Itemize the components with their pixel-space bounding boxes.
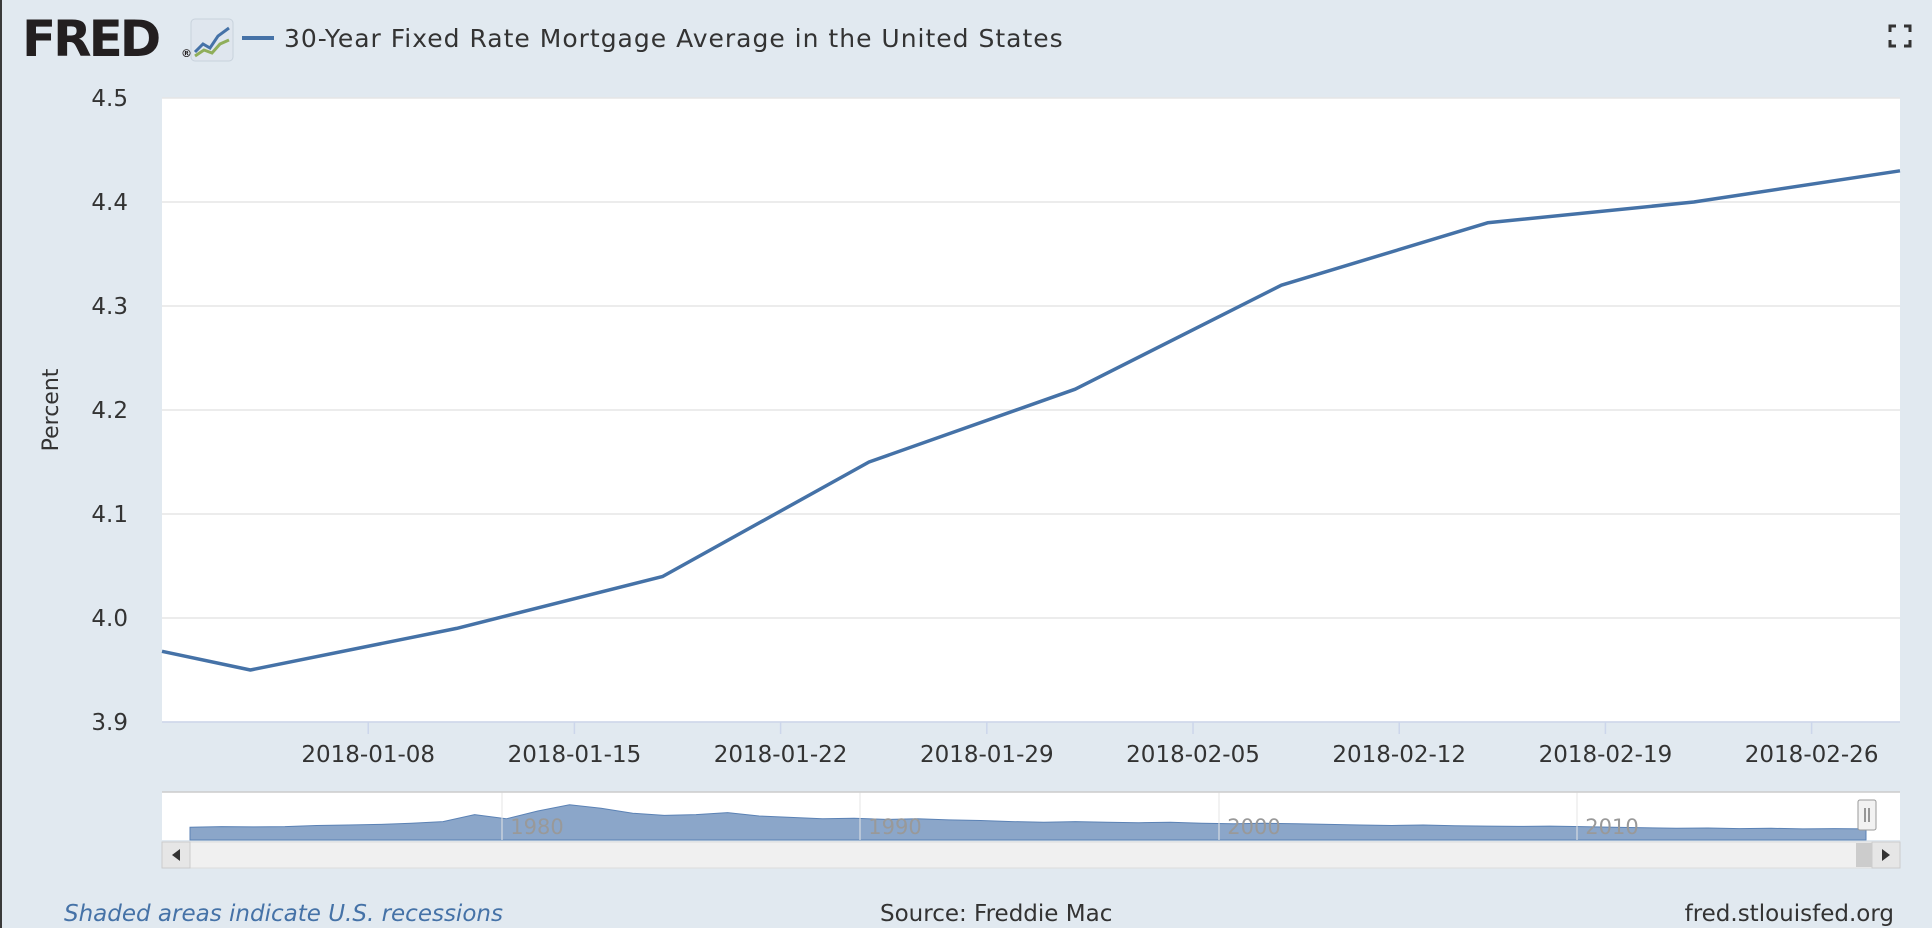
y-axis-ticks: 3.9 4.0 4.1 4.2 4.3 4.4 4.5 <box>91 86 128 736</box>
grid-lines <box>162 97 1900 723</box>
scrollbar-track[interactable] <box>161 841 1901 869</box>
chart-svg: 3.94.04.14.24.34.44.5 2018-01-08 2018-01-… <box>39 86 1901 869</box>
y-tick-label: 3.9 <box>91 710 128 736</box>
navigator-history-area <box>189 804 1867 841</box>
y-axis-label: Percent <box>39 368 64 451</box>
x-tick-label: 2018-02-05 <box>1126 742 1260 768</box>
x-tick-label: 2018-02-26 <box>1745 742 1879 768</box>
chart-title: 30-Year Fixed Rate Mortgage Average in t… <box>284 24 1064 53</box>
navigator-year-label: 1980 <box>510 815 563 839</box>
navigator-year-label: 2000 <box>1227 815 1280 839</box>
x-tick-label: 2018-01-15 <box>508 742 642 768</box>
x-tick-label: 2018-01-08 <box>301 742 435 768</box>
y-tick-label: 4.4 <box>91 190 128 216</box>
scroll-right-button[interactable] <box>1871 841 1901 869</box>
site-link[interactable]: fred.stlouisfed.org <box>1684 901 1894 927</box>
navigator-range-handle[interactable] <box>1857 799 1877 831</box>
recession-note[interactable]: Shaded areas indicate U.S. recessions <box>64 901 503 927</box>
arrow-right-icon <box>1882 849 1890 861</box>
series-line <box>161 169 1901 672</box>
x-axis-ticks: 2018-01-08 2018-01-15 2018-01-22 2018-01-29… <box>301 722 1878 768</box>
fullscreen-icon[interactable] <box>1888 24 1912 48</box>
source-text: Source: Freddie Mac <box>880 901 1113 927</box>
x-tick-label: 2018-01-22 <box>714 742 848 768</box>
navigator-year-label: 1990 <box>868 815 921 839</box>
x-tick-label: 2018-02-12 <box>1332 742 1466 768</box>
y-tick-label: 4.0 <box>91 606 128 632</box>
fred-graph-icon <box>190 18 234 62</box>
series-group <box>161 169 1901 672</box>
x-tick-label: 2018-01-29 <box>920 742 1054 768</box>
navigator-year-label: 2010 <box>1585 815 1638 839</box>
y-tick-label: 4.5 <box>91 86 128 112</box>
navigator-year-labels: 1980 1990 2000 2010 <box>501 792 1639 840</box>
navigator[interactable]: 1980 1990 2000 2010 <box>161 791 1901 869</box>
y-tick-label: 4.3 <box>91 294 128 320</box>
scrollbar-thumb[interactable] <box>1856 843 1872 867</box>
scroll-left-button[interactable] <box>161 841 191 869</box>
registered-mark: ® <box>181 47 192 60</box>
y-tick-label: 4.1 <box>91 502 128 528</box>
fred-logo[interactable]: FRED <box>22 10 161 68</box>
chart-header: FRED ® 30-Year Fixed Rate Mortgage Avera… <box>22 14 1912 64</box>
window-edge <box>0 0 2 928</box>
arrow-left-icon <box>172 849 180 861</box>
x-tick-label: 2018-02-19 <box>1539 742 1673 768</box>
legend-series-swatch <box>242 36 274 40</box>
y-tick-label: 4.2 <box>91 398 128 424</box>
